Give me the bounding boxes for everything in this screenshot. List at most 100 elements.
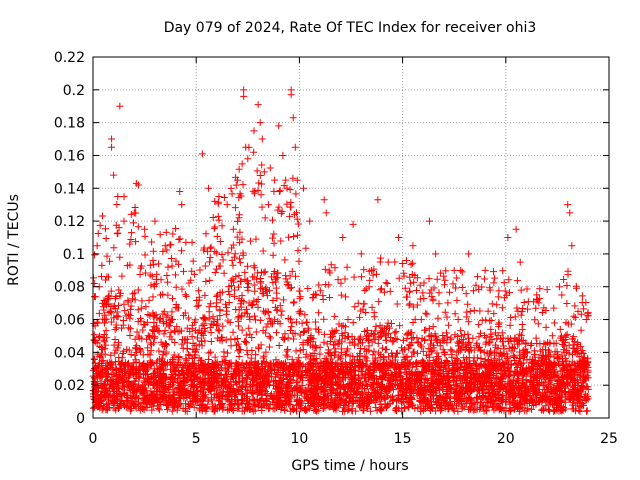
data-point [156,315,164,323]
data-point [370,313,378,321]
data-point [224,287,232,295]
data-point [494,293,502,301]
data-point [496,349,504,357]
data-point [286,407,294,415]
data-point [503,291,511,299]
data-point [443,313,451,321]
data-point [119,350,127,358]
data-point [213,316,221,324]
data-point [219,322,227,330]
data-point [154,404,162,412]
data-point [512,359,520,367]
data-point [231,250,239,258]
data-point [115,286,123,294]
data-point [444,299,452,307]
data-point [216,238,224,246]
data-point [214,212,222,220]
data-point [538,308,546,316]
data-point [182,355,190,363]
data-point [273,306,281,314]
data-point [582,407,590,415]
data-point [270,230,278,238]
data-point [543,286,551,294]
data-point [532,304,540,312]
data-point [185,314,193,322]
data-point [398,344,406,352]
data-point [505,276,513,284]
data-point [103,252,111,260]
data-point [361,353,369,361]
data-point [134,286,142,294]
data-point [356,313,364,321]
data-point [532,334,540,342]
data-point [563,281,571,289]
data-point [480,348,488,356]
data-point [163,246,171,254]
data-point [222,356,230,364]
data-point [233,233,241,241]
data-point [316,287,324,295]
data-point [138,297,146,305]
data-point [580,353,588,361]
data-point [360,266,368,274]
data-point [507,314,515,322]
data-point [244,286,252,294]
data-point [111,336,119,344]
data-point [250,281,258,289]
data-point [413,287,421,295]
data-point [289,299,297,307]
data-point [236,259,244,267]
data-point [149,293,157,301]
data-point [475,321,483,329]
data-point [181,291,189,299]
data-point [452,284,460,292]
data-point [132,238,140,246]
data-point [246,237,254,245]
data-point [119,317,127,325]
data-point [265,332,273,340]
data-point [134,306,142,314]
data-point [235,272,243,280]
data-point [383,279,391,287]
data-point [171,367,179,375]
data-point [376,322,384,330]
data-point [169,295,177,303]
data-point [206,276,214,284]
data-point [211,223,219,231]
data-point [144,344,152,352]
data-point [269,251,277,259]
data-point [443,329,451,337]
data-point [101,225,109,233]
data-point [171,338,179,346]
data-point [277,237,285,245]
data-point [274,206,282,214]
data-point [213,232,221,240]
data-point [162,228,170,236]
data-point [139,326,147,334]
data-point [180,267,188,275]
data-point [441,276,449,284]
data-point [120,300,128,308]
data-point [288,284,296,292]
data-point [242,331,250,339]
data-point [171,271,179,279]
data-point [232,379,240,387]
data-point [382,336,390,344]
data-point [139,382,147,390]
data-point [419,289,427,297]
data-point [268,273,276,281]
data-point [409,303,417,311]
data-point [540,405,548,413]
data-point [425,275,433,283]
data-point [288,267,296,275]
data-point [188,333,196,341]
data-point [382,279,390,287]
data-point [370,265,378,273]
data-point [146,261,154,269]
data-point [351,303,359,311]
data-point [232,273,240,281]
data-point [275,341,283,349]
data-point [362,308,370,316]
data-point [517,286,525,294]
data-point [316,350,324,358]
